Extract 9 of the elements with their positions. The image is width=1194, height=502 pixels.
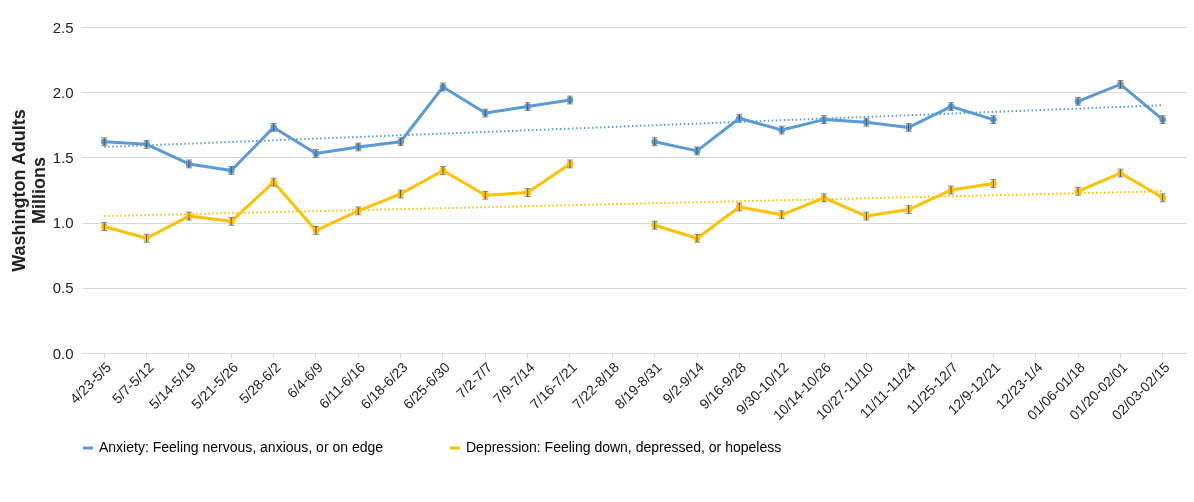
y-tick-label: 2.0 xyxy=(52,83,74,101)
y-tick-label: 1.0 xyxy=(52,214,74,232)
y-tick-label: 1.5 xyxy=(52,148,74,166)
y-tick-label: 0.5 xyxy=(52,279,74,297)
legend-label: Depression: Feeling down, depressed, or hopeless xyxy=(466,439,782,455)
y-tick-label: 2.5 xyxy=(52,18,74,36)
legend-label: Anxiety: Feeling nervous, anxious, or on edge xyxy=(99,439,384,455)
y-tick-label: 0.0 xyxy=(52,344,74,362)
y-axis-title: Washington Adults Millions xyxy=(8,109,49,272)
